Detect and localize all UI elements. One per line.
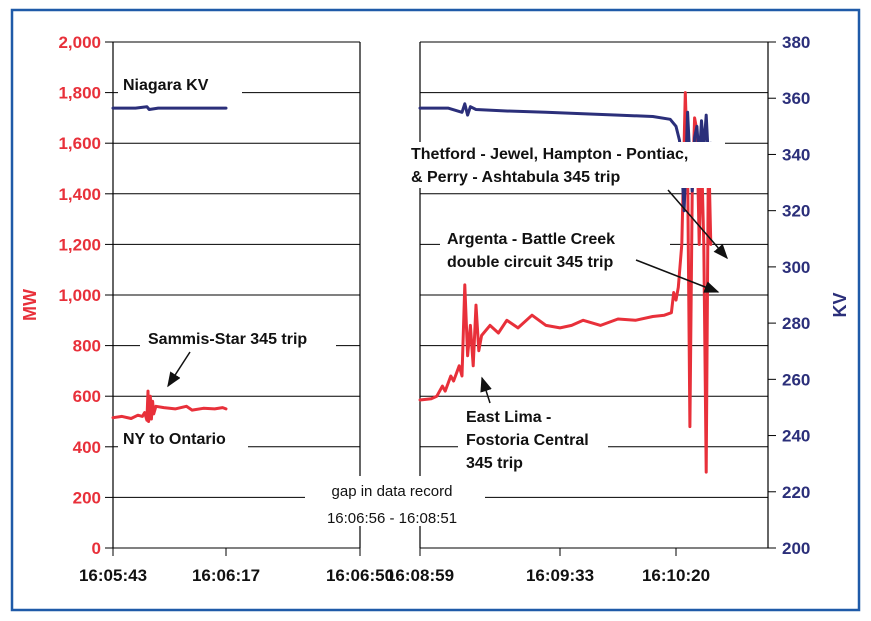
y-tick-label-left: 1,600 <box>58 134 101 153</box>
y-tick-label-left: 800 <box>73 337 101 356</box>
y-tick-label-left: 0 <box>92 539 101 558</box>
annotation-backing-sammis <box>140 326 336 350</box>
y-axis-label-left: MW <box>20 289 40 321</box>
annotation-argenta-line1: Argenta - Battle Creek <box>447 231 615 248</box>
y-tick-label-left: 2,000 <box>58 33 101 52</box>
annotation-east-lima-line2: Fostoria Central <box>466 432 589 449</box>
y-tick-label-right: 240 <box>782 427 810 446</box>
y-tick-label-right: 280 <box>782 314 810 333</box>
annotation-backing-eastlima <box>458 402 608 476</box>
annotation-east-lima-line3: 345 trip <box>466 455 523 472</box>
y-tick-label-left: 200 <box>73 488 101 507</box>
y-ticks-left: 0 200 400 600 800 1,000 1,200 1,400 1,600 1,800 2,… <box>58 33 113 558</box>
annotation-backing-argenta <box>440 225 670 275</box>
gap-range-label: 16:06:56 - 16:08:51 <box>327 510 457 527</box>
y-ticks-right: 200 220 240 260 280 300 320 340 360 380 <box>768 33 810 558</box>
arrow-argenta <box>635 259 720 293</box>
y-tick-label-right: 220 <box>782 483 810 502</box>
gap-label-backing <box>305 476 485 526</box>
arrow-east-lima <box>480 376 492 404</box>
y-tick-label-right: 260 <box>782 370 810 389</box>
x-tick-label: 16:06:50 <box>326 566 394 585</box>
annotation-thetford-line1: Thetford - Jewel, Hampton - Pontiac, <box>411 146 688 163</box>
y-tick-label-left: 400 <box>73 438 101 457</box>
annotation-niagara-kv: Niagara KV <box>123 77 209 94</box>
x-tick-label: 16:10:20 <box>642 566 710 585</box>
y-tick-label-left: 1,200 <box>58 235 101 254</box>
y-tick-label-right: 320 <box>782 202 810 221</box>
series-line-ny-to-ontario <box>111 389 228 423</box>
y-tick-label-left: 1,800 <box>58 84 101 103</box>
arrow-thetford <box>667 189 728 260</box>
y-tick-label-left: 600 <box>73 387 101 406</box>
y-tick-label-right: 200 <box>782 539 810 558</box>
annotation-thetford-line2: & Perry - Ashtabula 345 trip <box>411 169 620 186</box>
y-tick-label-right: 360 <box>782 89 810 108</box>
series-line-niagara-kv <box>111 105 228 111</box>
annotation-east-lima-line1: East Lima - <box>466 409 551 426</box>
arrow-sammis-star <box>167 351 191 388</box>
annotation-backing-niagara <box>118 72 242 96</box>
annotation-backing-ny <box>118 427 248 451</box>
x-tick-label: 16:06:17 <box>192 566 260 585</box>
annotation-argenta-line2: double circuit 345 trip <box>447 254 613 271</box>
y-axis-label-right: KV <box>830 292 850 317</box>
annotation-sammis-star: Sammis-Star 345 trip <box>148 331 307 348</box>
y-tick-label-left: 1,000 <box>58 286 101 305</box>
x-tick-label: 16:08:59 <box>386 566 454 585</box>
annotation-ny-to-ontario: NY to Ontario <box>123 431 226 448</box>
y-tick-label-right: 300 <box>782 258 810 277</box>
y-tick-label-right: 340 <box>782 145 810 164</box>
y-tick-label-left: 1,400 <box>58 185 101 204</box>
gap-label: gap in data record <box>332 483 453 500</box>
y-tick-label-right: 380 <box>782 33 810 52</box>
x-tick-label: 16:09:33 <box>526 566 594 585</box>
x-tick-label: 16:05:43 <box>79 566 147 585</box>
annotation-backing-thetford <box>405 142 725 188</box>
